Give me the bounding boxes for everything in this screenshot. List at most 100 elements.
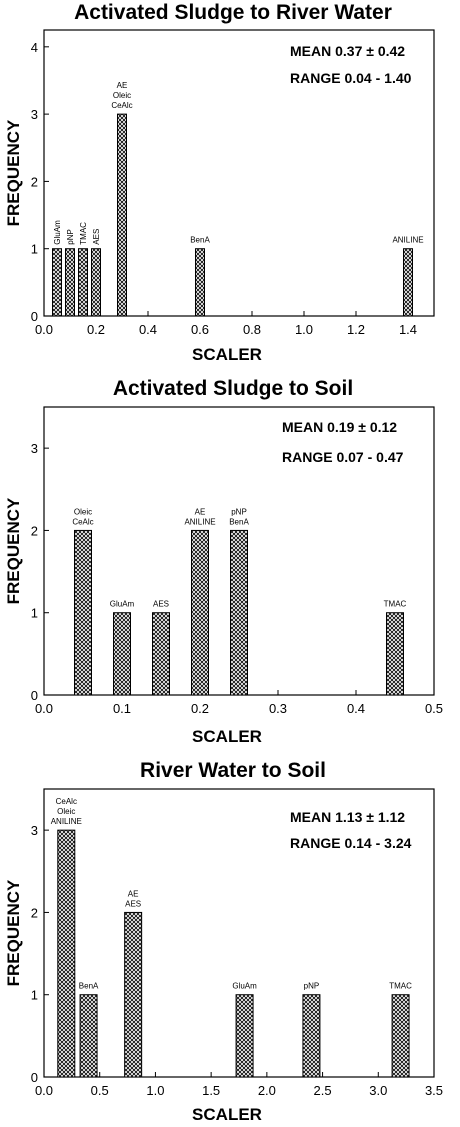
- x-tick-label: 0.2: [87, 322, 105, 337]
- bar-label: AE: [117, 81, 128, 90]
- x-tick-label: 0.4: [139, 322, 157, 337]
- bar-label: pNP: [66, 229, 75, 245]
- bar-label: CeAlc: [111, 101, 132, 110]
- x-tick-label: 0.8: [243, 322, 261, 337]
- stat-range_sep: -: [372, 835, 381, 851]
- bar-label: BenA: [190, 236, 210, 245]
- histogram-bar: [403, 248, 413, 317]
- histogram-bar: [124, 911, 143, 1078]
- bar-label: TMAC: [389, 982, 412, 991]
- bar-label: AES: [125, 899, 141, 908]
- y-tick-label: 2: [31, 523, 38, 538]
- x-tick-label: 0.3: [269, 701, 287, 716]
- stat-mean: 1.13: [331, 809, 362, 825]
- bar-label: ANILINE: [392, 236, 423, 245]
- y-tick-label: 1: [31, 988, 38, 1003]
- range-stat: RANGE 0.07 - 0.47: [282, 449, 404, 465]
- bar-label: CeAlc: [72, 517, 93, 526]
- histogram-bar: [57, 829, 76, 1078]
- y-tick-label: 2: [31, 174, 38, 189]
- bar-label: ANILINE: [184, 517, 215, 526]
- bar-label: pNP: [304, 982, 320, 991]
- stat-pm: ±: [362, 43, 374, 59]
- bar-label: Oleic: [113, 91, 131, 100]
- histogram-bar: [74, 529, 92, 696]
- histogram-bar: [230, 529, 248, 696]
- histogram-bar: [235, 994, 254, 1078]
- mean-stat: MEAN 1.13 ± 1.12: [290, 809, 405, 825]
- stat-range_max: 0.47: [372, 449, 403, 465]
- bar-label: TMAC: [384, 600, 407, 609]
- chart-panel-2: Activated Sludge to Soil 0.0 0.1 0.2 0.3 0.4 0…: [4, 377, 443, 746]
- x-tick-label: 1.2: [347, 322, 365, 337]
- chart-title: Activated Sludge to Soil: [113, 377, 353, 400]
- bar-label: GluAm: [232, 982, 257, 991]
- bar-label: Oleic: [74, 507, 92, 516]
- histogram-bar: [91, 248, 101, 317]
- stat-range_label: RANGE: [282, 449, 333, 465]
- chart-panel-3: River Water to Soil 0.0 0.5 1.0 1.5 2.0 2.5 3.0…: [4, 759, 443, 1124]
- y-tick-label: 2: [31, 905, 38, 920]
- y-tick-label: 4: [31, 40, 38, 55]
- histogram-bar: [65, 248, 75, 317]
- bar-label: TMAC: [79, 222, 88, 245]
- range-stat: RANGE 0.14 - 3.24: [290, 835, 412, 851]
- y-axis-title: FREQUENCY: [4, 497, 23, 604]
- chart-panel-1: Activated Sludge to River Water 0.0 0.2 0.4…: [4, 1, 435, 364]
- x-tick-label: 0.5: [425, 701, 443, 716]
- bar-label: GluAm: [53, 220, 62, 245]
- stat-sd: 0.42: [374, 43, 405, 59]
- stat-mean: 0.37: [331, 43, 362, 59]
- histogram-bar: [386, 612, 404, 696]
- chart-title: Activated Sludge to River Water: [74, 1, 392, 24]
- stat-range_min: 0.14: [341, 835, 372, 851]
- stat-range_max: 1.40: [380, 70, 411, 86]
- stat-sd: 0.12: [366, 419, 397, 435]
- bar-label: AES: [92, 229, 101, 245]
- stat-pm: ±: [362, 809, 374, 825]
- y-tick-label: 0: [31, 688, 38, 703]
- stat-mean: 0.19: [323, 419, 354, 435]
- x-axis-title: SCALER: [192, 1105, 262, 1124]
- histogram-bar: [78, 248, 88, 317]
- x-axis-title: SCALER: [192, 345, 262, 364]
- histogram-bar: [113, 612, 131, 696]
- x-tick-label: 1.4: [399, 322, 417, 337]
- x-tick-label: 1.0: [295, 322, 313, 337]
- plot-frame: [43, 29, 435, 317]
- mean-stat: MEAN 0.19 ± 0.12: [282, 419, 397, 435]
- bar-label: ANILINE: [51, 817, 82, 826]
- x-tick-label: 0.0: [35, 701, 53, 716]
- bar-label: pNP: [231, 507, 247, 516]
- y-tick-label: 1: [31, 606, 38, 621]
- x-tick-label: 0.5: [91, 1083, 109, 1098]
- bar-label: AE: [128, 889, 139, 898]
- bar-label: CeAlc: [56, 797, 77, 806]
- x-tick-label: 0.2: [191, 701, 209, 716]
- bar-label: Oleic: [57, 807, 75, 816]
- y-tick-label: 0: [31, 1070, 38, 1085]
- bar-label: AES: [153, 600, 169, 609]
- histogram-bar: [152, 612, 170, 696]
- y-tick-label: 3: [31, 441, 38, 456]
- y-axis-title: FREQUENCY: [4, 879, 23, 986]
- x-tick-label: 3.0: [369, 1083, 387, 1098]
- y-tick-label: 1: [31, 242, 38, 257]
- bar-label: BenA: [79, 982, 99, 991]
- stat-sd: 1.12: [374, 809, 405, 825]
- stat-mean_label: MEAN: [290, 809, 331, 825]
- x-axis-title: SCALER: [192, 727, 262, 746]
- stat-range_sep: -: [372, 70, 381, 86]
- y-tick-label: 3: [31, 107, 38, 122]
- histogram-bar: [391, 994, 410, 1078]
- stat-range_sep: -: [364, 449, 373, 465]
- x-tick-label: 0.0: [35, 1083, 53, 1098]
- stat-range_label: RANGE: [290, 70, 341, 86]
- stat-mean_label: MEAN: [282, 419, 323, 435]
- bar-label: AE: [195, 507, 206, 516]
- histogram-bar: [302, 994, 321, 1078]
- histogram-bar: [191, 529, 209, 696]
- x-tick-label: 0.4: [347, 701, 365, 716]
- stat-mean_label: MEAN: [290, 43, 331, 59]
